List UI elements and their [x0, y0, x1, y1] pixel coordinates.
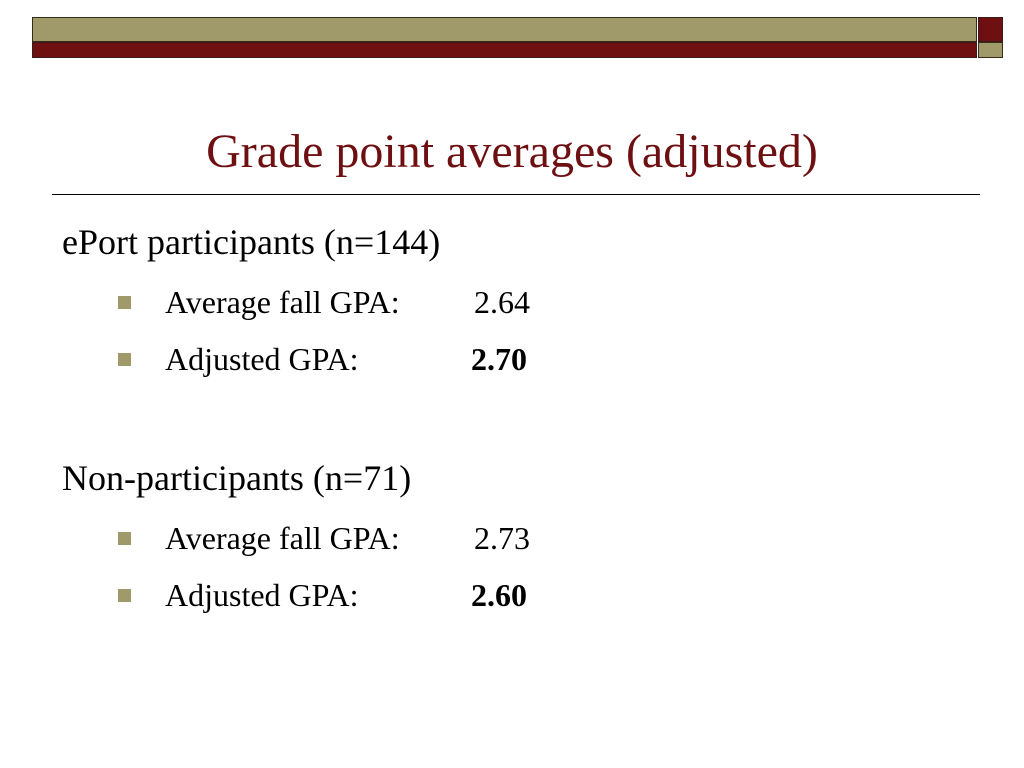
title-rule — [52, 194, 980, 195]
item-value: 2.73 — [474, 520, 530, 556]
header-square — [978, 17, 1003, 42]
item-value: 2.60 — [471, 577, 527, 613]
bullet — [118, 296, 131, 309]
group-heading: Non-participants (n=71) — [62, 458, 412, 498]
bullet — [118, 532, 131, 545]
header-bar — [32, 17, 977, 42]
item-label: Adjusted GPA: — [165, 577, 359, 613]
item-label: Average fall GPA: — [165, 284, 400, 320]
group-heading: ePort participants (n=144) — [62, 222, 441, 262]
slide-title: Grade point averages (adjusted) — [206, 125, 818, 178]
item-label: Average fall GPA: — [165, 520, 400, 556]
bullet — [118, 353, 131, 366]
item-label: Adjusted GPA: — [165, 341, 359, 377]
header-square — [978, 42, 1003, 58]
header-bar — [32, 42, 977, 58]
item-value: 2.64 — [474, 284, 530, 320]
bullet — [118, 589, 131, 602]
item-value: 2.70 — [471, 341, 527, 377]
